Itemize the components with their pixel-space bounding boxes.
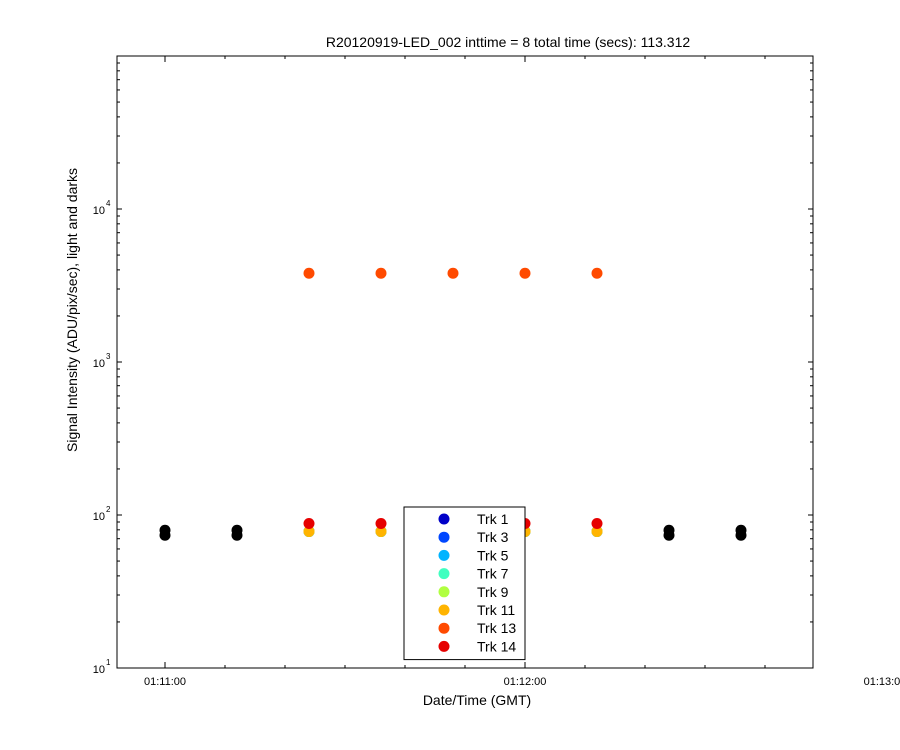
y-tick-exponent: 4: [106, 199, 111, 208]
dark-point: [663, 529, 675, 541]
y-tick-exponent: 2: [106, 505, 111, 514]
legend-label: Trk 13: [477, 620, 516, 636]
legend-label: Trk 9: [477, 584, 509, 600]
y-tick-label: 10: [93, 358, 105, 370]
legend-marker: [438, 622, 450, 634]
point-trk-14: [303, 517, 315, 529]
dark-point: [735, 529, 747, 541]
legend-marker: [438, 640, 450, 652]
chart-title: R20120919-LED_002 inttime = 8 total time…: [326, 34, 691, 50]
x-tick-label: 01:11:00: [144, 676, 186, 688]
legend: Trk 1 Trk 3 Trk 5 Trk 7 Trk 9 Trk 11 Trk 13 Trk…: [403, 506, 526, 661]
legend-marker: [438, 531, 450, 543]
legend-marker: [438, 568, 450, 580]
y-tick-label: 10: [93, 511, 105, 523]
y-tick-label: 10: [93, 205, 105, 217]
point-trk-14: [591, 517, 603, 529]
legend-marker: [438, 586, 450, 598]
dark-point: [159, 529, 171, 541]
legend-marker: [438, 549, 450, 561]
legend-label: Trk 1: [477, 511, 509, 527]
legend-label: Trk 14: [477, 638, 516, 654]
point-trk-13: [303, 267, 315, 279]
point-trk-11: [375, 526, 387, 538]
legend-label: Trk 7: [477, 566, 509, 582]
point-trk-13: [375, 267, 387, 279]
point-trk-13: [447, 267, 459, 279]
y-tick-exponent: 1: [106, 658, 111, 667]
x-axis-label: Date/Time (GMT): [423, 692, 531, 708]
legend-marker: [438, 513, 450, 525]
legend-label: Trk 3: [477, 529, 509, 545]
x-tick-label: 01:12:00: [504, 676, 547, 688]
legend-box: [403, 506, 526, 661]
point-trk-13: [519, 267, 531, 279]
y-tick-label: 10: [93, 664, 105, 676]
point-trk-11: [591, 526, 603, 538]
dark-point: [231, 529, 243, 541]
point-trk-14: [375, 517, 387, 529]
x-tick-label: 01:13:00: [864, 676, 900, 688]
y-axis-label: Signal Intensity (ADU/pix/sec), light an…: [64, 168, 80, 452]
legend-label: Trk 5: [477, 547, 509, 563]
legend-label: Trk 11: [477, 602, 515, 618]
point-trk-11: [303, 526, 315, 538]
x-axis: 01:11:00 01:12:00 01:13:00: [144, 56, 900, 688]
y-tick-exponent: 3: [106, 352, 111, 361]
point-trk-13: [591, 267, 603, 279]
legend-marker: [438, 604, 450, 616]
